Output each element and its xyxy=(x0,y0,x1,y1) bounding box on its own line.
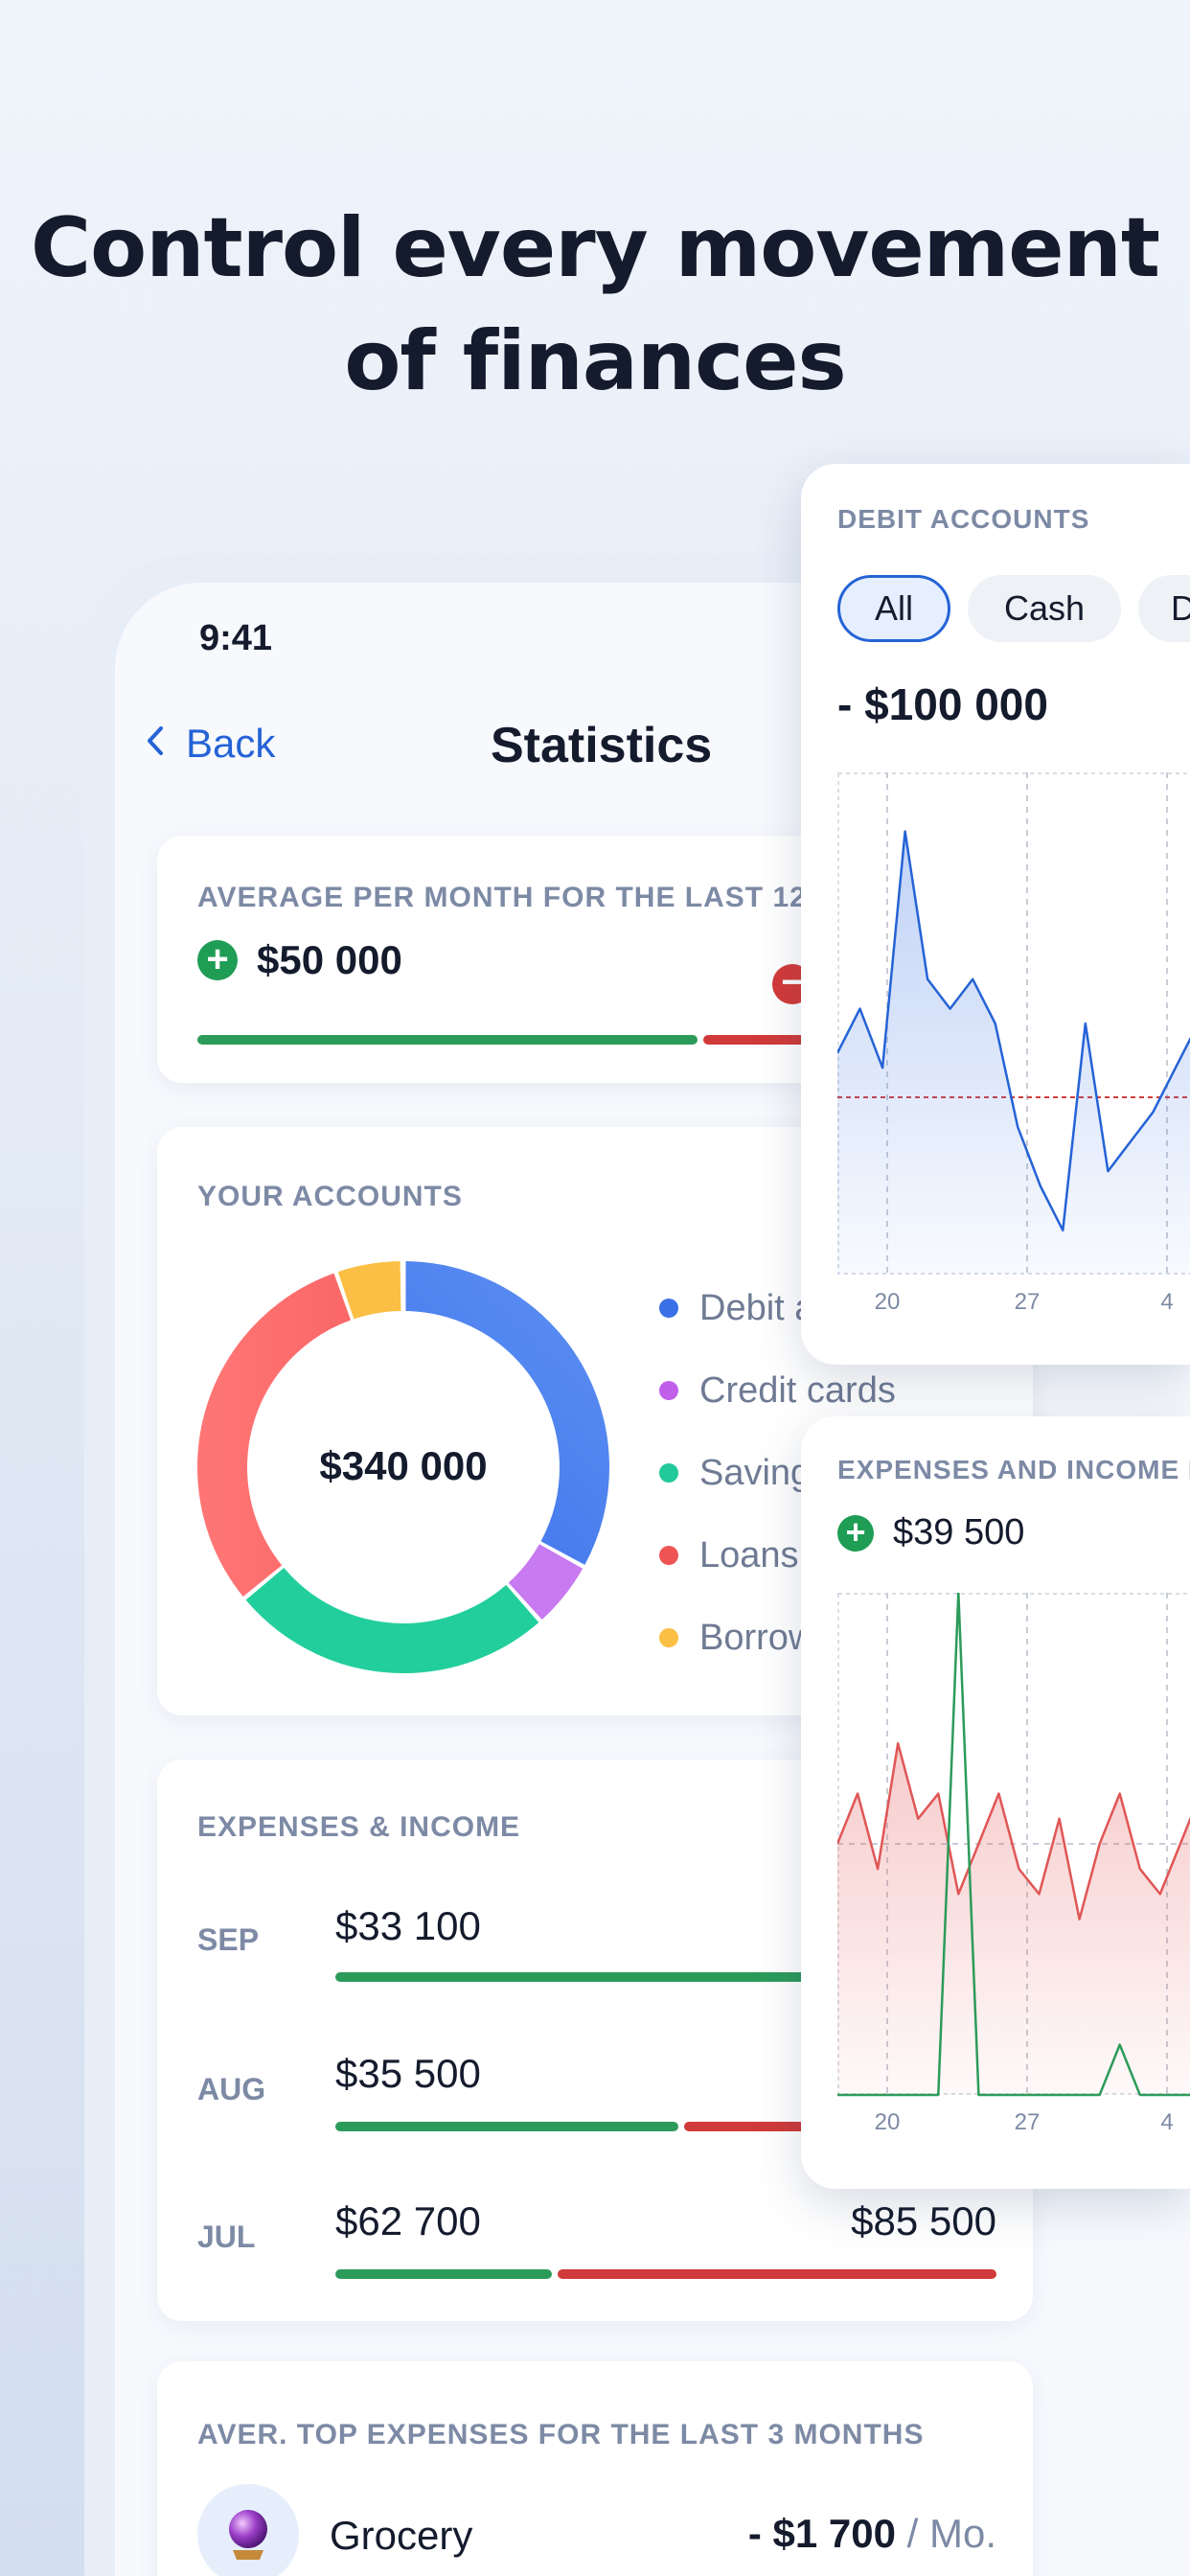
chart-grid-frame xyxy=(837,1593,1190,2095)
donut-segment-savings xyxy=(197,1261,609,1673)
legend-item-borrowed[interactable]: Borrow xyxy=(659,1597,896,1679)
chevron-left-icon xyxy=(146,721,165,767)
month-expense-jul: $85 500 xyxy=(851,2198,996,2243)
debit-accounts-panel: DEBIT ACCOUNTS All Cash D - $100 000 20 2… xyxy=(801,464,1190,1365)
x-tick-label: 4 xyxy=(1160,2109,1173,2135)
legend-item-debit[interactable]: Debit a xyxy=(659,1267,896,1349)
accounts-legend: Debit a Credit cards Saving Loans Borrow xyxy=(659,1267,896,1679)
top-expense-value: - $1 700 xyxy=(747,2511,896,2556)
month-label-sep: SEP xyxy=(197,1922,260,1957)
accounts-card-label: YOUR ACCOUNTS xyxy=(197,1181,463,1212)
page-title: Statistics xyxy=(491,718,713,773)
top-expenses-card: AVER. TOP EXPENSES FOR THE LAST 3 MONTHS… xyxy=(157,2361,1033,2576)
month-label-aug: AUG xyxy=(197,2072,266,2106)
legend-dot xyxy=(659,1299,678,1318)
expenses-income-card-label: EXPENSES & INCOME xyxy=(197,1811,521,1843)
month-label-jul: JUL xyxy=(197,2220,256,2254)
x-tick-label: 4 xyxy=(1160,1289,1173,1315)
legend-item-loans[interactable]: Loans xyxy=(659,1514,896,1597)
legend-dot xyxy=(659,1381,678,1400)
month-bar-jul-income xyxy=(335,2269,552,2279)
x-tick-label: 27 xyxy=(1015,1289,1041,1315)
expenses-panel-income: + $39 500 xyxy=(837,1512,1024,1553)
x-tick-label: 20 xyxy=(875,2109,901,2135)
donut-segment-loans xyxy=(197,1261,609,1673)
month-income-aug: $35 500 xyxy=(335,2051,481,2096)
average-card-label: AVERAGE PER MONTH FOR THE LAST 12 xyxy=(197,882,807,913)
top-expense-amount: - $1 700 / Mo. xyxy=(732,2511,996,2557)
month-bar-aug-income xyxy=(335,2122,678,2131)
accounts-total: $340 000 xyxy=(319,1443,488,1488)
debit-panel-label: DEBIT ACCOUNTS xyxy=(837,504,1090,534)
chart-area-0 xyxy=(837,831,1190,1275)
legend-dot xyxy=(659,1546,678,1565)
average-income-value: $50 000 xyxy=(257,937,402,982)
legend-label: Credit cards xyxy=(699,1369,896,1411)
filter-cash[interactable]: Cash xyxy=(968,575,1121,642)
chart-area-0 xyxy=(837,1743,1190,2095)
chart-line-0 xyxy=(837,1741,1190,1920)
legend-label: Saving xyxy=(699,1452,812,1493)
headline: Control every movement of finances xyxy=(0,192,1190,418)
chart-grid-frame xyxy=(837,772,1190,1275)
x-tick-label: 20 xyxy=(875,1289,901,1315)
expenses-panel-income-value: $39 500 xyxy=(893,1512,1025,1552)
legend-label: Borrow xyxy=(699,1617,815,1658)
top-expense-period: / Mo. xyxy=(906,2511,996,2556)
status-time: 9:41 xyxy=(199,618,273,658)
month-income-jul: $62 700 xyxy=(335,2198,481,2243)
month-income-sep: $33 100 xyxy=(335,1903,481,1948)
chart-line-1 xyxy=(837,1593,1190,2097)
month-bar-jul-expense xyxy=(558,2269,996,2279)
expenses-panel-label: EXPENSES AND INCOME M xyxy=(837,1455,1190,1484)
crystal-ball-icon xyxy=(197,2484,299,2576)
chart-line-0 xyxy=(837,830,1190,1232)
filter-all[interactable]: All xyxy=(837,575,950,642)
legend-item-savings[interactable]: Saving xyxy=(659,1432,896,1514)
x-tick-label: 27 xyxy=(1015,2109,1041,2135)
back-button[interactable]: Back xyxy=(146,721,275,767)
plus-icon: + xyxy=(197,940,238,980)
debit-balance: - $100 000 xyxy=(837,679,1048,729)
expenses-income-line-chart: 20 27 4 xyxy=(837,1593,1190,2135)
legend-item-credit[interactable]: Credit cards xyxy=(659,1349,896,1432)
accounts-donut-chart xyxy=(197,1261,609,1673)
month-bar-sep-income xyxy=(335,1972,996,1982)
top-expenses-card-label: AVER. TOP EXPENSES FOR THE LAST 3 MONTHS xyxy=(197,2419,925,2450)
headline-line-1: Control every movement xyxy=(31,200,1160,296)
average-income: + $50 000 xyxy=(197,937,402,983)
debit-line-chart: 20 27 4 xyxy=(837,772,1190,1315)
legend-label: Debit a xyxy=(699,1287,815,1328)
headline-line-2: of finances xyxy=(344,313,846,409)
back-label: Back xyxy=(186,721,276,766)
legend-dot xyxy=(659,1628,678,1647)
filter-debit[interactable]: D xyxy=(1138,575,1190,642)
top-expense-name: Grocery xyxy=(330,2513,473,2558)
expenses-income-panel: EXPENSES AND INCOME M + $39 500 20 27 4 xyxy=(801,1416,1190,2189)
legend-dot xyxy=(659,1463,678,1483)
average-income-bar xyxy=(197,1035,698,1045)
legend-label: Loans xyxy=(699,1534,799,1576)
plus-icon: + xyxy=(837,1514,874,1552)
